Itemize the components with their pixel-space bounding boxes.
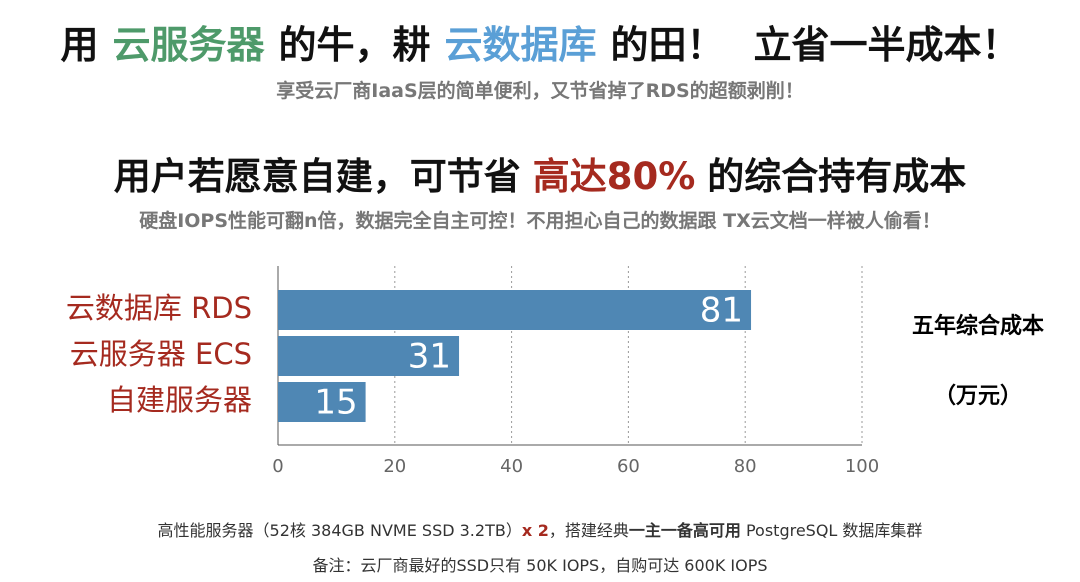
heading-part: 高达80% bbox=[532, 155, 696, 198]
data-label: 15 bbox=[314, 383, 357, 423]
bar bbox=[278, 336, 460, 376]
heading-part: 的综合持有成本 bbox=[707, 155, 967, 198]
title-part: 云数据库 bbox=[444, 23, 597, 67]
axis-title: （万元） bbox=[934, 384, 1022, 409]
data-label: 31 bbox=[408, 337, 451, 377]
title-part: 用 bbox=[60, 23, 99, 67]
heading: 用户若愿意自建，可节省 高达80% 的综合持有成本 bbox=[0, 146, 1080, 200]
x-tick-label: 100 bbox=[845, 456, 879, 477]
title-part: 立省一半成本！ bbox=[753, 23, 1020, 67]
title-part: 云服务器 bbox=[112, 23, 265, 67]
title: 用云服务器 的牛，耕 云数据库 的田！ 立省一半成本！ bbox=[0, 14, 1080, 69]
chart: 0 20 40 60 80 100 云数据库 RDS 81 云服务器 ECS 31 自建服务器 15 五… bbox=[66, 266, 1044, 477]
x-tick-label: 20 bbox=[383, 456, 406, 477]
footer-part: 高性能服务器（52核 384GB NVME SSD 3.2TB） bbox=[157, 521, 522, 540]
subheading: 硬盘IOPS性能可翻n倍，数据完全自主可控！不用担心自己的数据跟 TX云文档一样… bbox=[139, 210, 941, 232]
footer-part: x 2 bbox=[521, 521, 549, 540]
x-tick-label: 0 bbox=[272, 456, 283, 477]
bar bbox=[278, 290, 752, 330]
x-tick-label: 80 bbox=[734, 456, 757, 477]
footer-part: PostgreSQL 数据库集群 bbox=[740, 521, 923, 540]
footer-part: ，搭建经典 bbox=[548, 521, 629, 540]
y-tick-label: 云数据库 RDS bbox=[66, 291, 252, 325]
x-tick-label: 40 bbox=[500, 456, 523, 477]
data-label: 81 bbox=[700, 291, 743, 331]
title-part: 的田！ bbox=[610, 23, 725, 67]
y-tick-label: 自建服务器 bbox=[107, 383, 252, 417]
bar bbox=[278, 382, 366, 422]
y-tick-label: 云服务器 ECS bbox=[70, 337, 252, 371]
footer-part: 一主一备高可用 bbox=[628, 521, 741, 540]
footer-line: 高性能服务器（52核 384GB NVME SSD 3.2TB）x 2，搭建经典… bbox=[0, 517, 1080, 541]
footer-line: 备注：云厂商最好的SSD只有 50K IOPS，自购可达 600K IOPS bbox=[312, 556, 768, 575]
heading-part: 用户若愿意自建，可节省 bbox=[113, 155, 521, 198]
axis-title: 五年综合成本 bbox=[912, 313, 1044, 339]
x-tick-label: 60 bbox=[617, 456, 640, 477]
title-part: 的牛，耕 bbox=[278, 23, 431, 67]
subtitle: 享受云厂商IaaS层的简单便利，又节省掉了RDS的超额剥削！ bbox=[276, 80, 804, 102]
